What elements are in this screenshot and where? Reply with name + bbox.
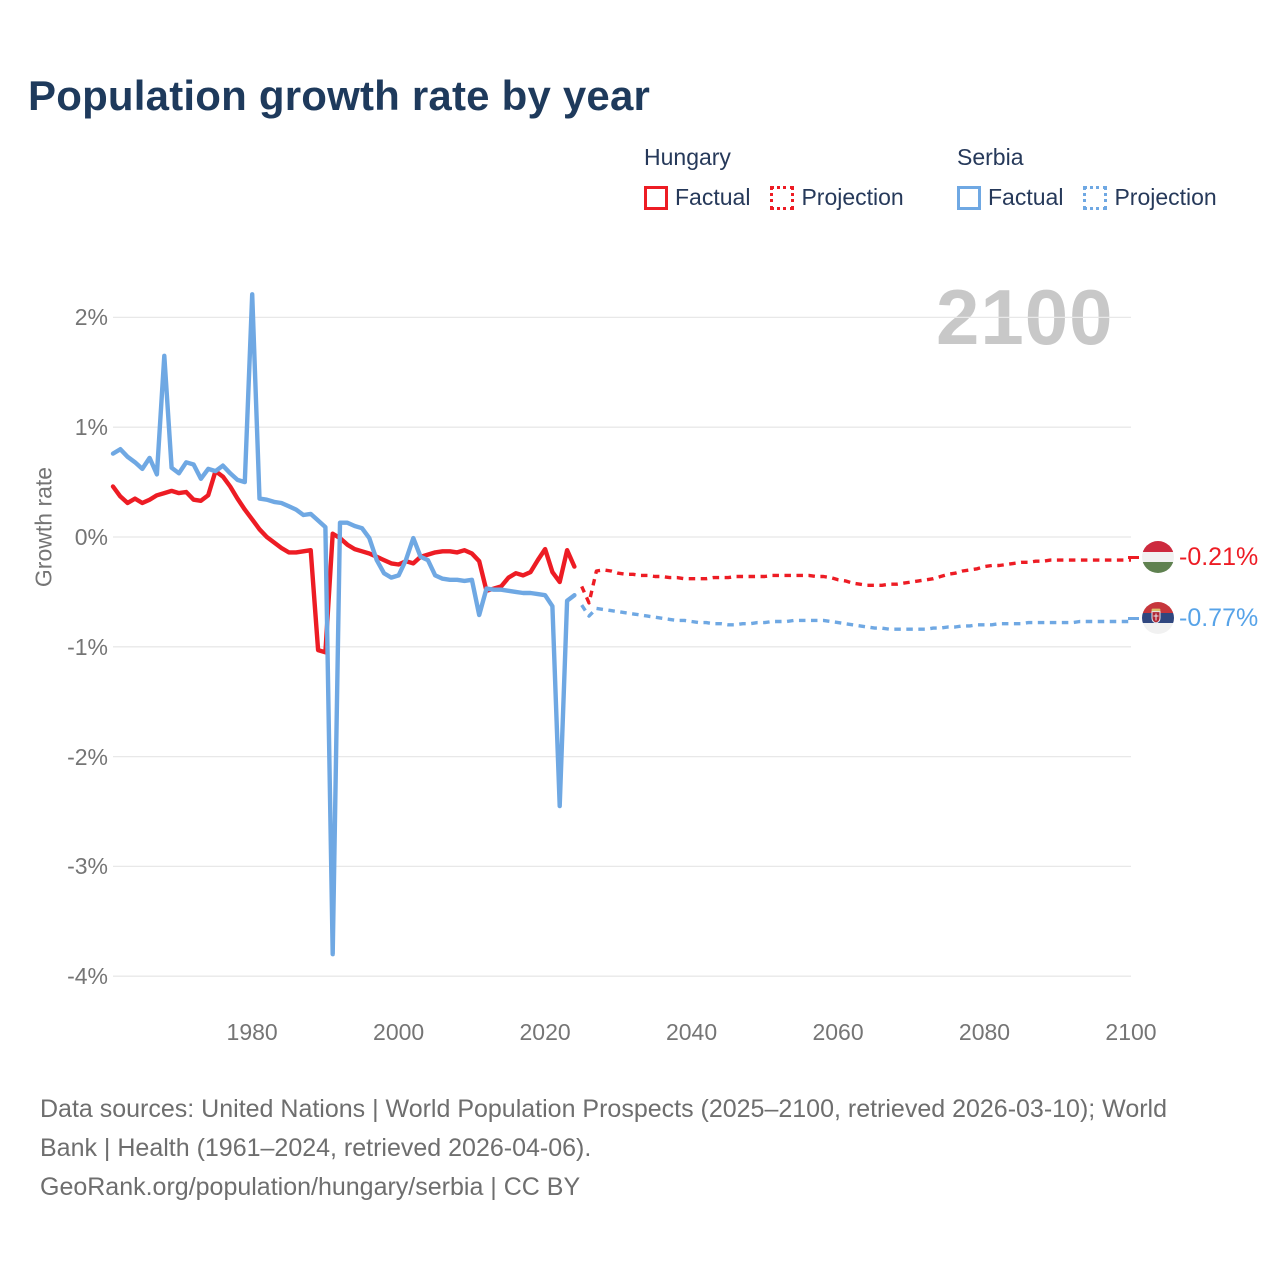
x-tick-label: 2080 (958, 1019, 1011, 1045)
legend-row-serbia: Factual Projection (957, 184, 1237, 211)
serbia-end-label: -0.77% (1128, 602, 1258, 634)
y-tick-label: -3% (67, 853, 108, 880)
serbia-flag-icon (1142, 602, 1174, 634)
hungary-end-label: -0.21% (1128, 541, 1258, 573)
x-tick-label: 2040 (665, 1019, 718, 1045)
y-tick-label: -1% (67, 633, 108, 660)
hungary-projection-line[interactable] (580, 558, 1131, 605)
x-tick-label: 2060 (812, 1019, 864, 1045)
footer: Data sources: United Nations | World Pop… (40, 1090, 1167, 1207)
serbia-end-value: -0.77% (1179, 603, 1259, 632)
legend-row-hungary: Factual Projection (644, 184, 924, 211)
legend-item-hungary-factual[interactable]: Factual (644, 184, 750, 211)
y-tick-label: 1% (74, 414, 108, 441)
legend-group-hungary: Hungary Factual Projection (644, 144, 924, 211)
x-tick-label: 2000 (373, 1019, 425, 1045)
legend-group-title-serbia: Serbia (957, 144, 1024, 170)
serbia-factual-line[interactable] (110, 292, 577, 957)
hungary-factual-line[interactable] (110, 468, 577, 655)
legend-item-label: Projection (1114, 184, 1217, 210)
x-tick-label: 1980 (226, 1019, 278, 1045)
solid-line-swatch-icon (957, 185, 981, 210)
legend-group-title-hungary: Hungary (644, 144, 731, 170)
footer-attribution: GeoRank.org/population/hungary/serbia | … (40, 1173, 581, 1201)
x-tick-label: 2100 (1105, 1019, 1157, 1045)
dotted-line-swatch-icon (770, 185, 795, 210)
y-tick-label: -2% (67, 743, 108, 770)
hungary-end-value: -0.21% (1179, 542, 1259, 571)
dotted-line-swatch-icon (1083, 185, 1108, 210)
legend-item-serbia-factual[interactable]: Factual (957, 184, 1063, 211)
legend-item-label: Projection (801, 184, 904, 210)
legend-item-label: Factual (988, 184, 1064, 210)
footer-sources-line2: Bank | Health (1961–2024, retrieved 2026… (40, 1134, 592, 1162)
y-tick-label: 2% (74, 304, 108, 331)
legend-item-label: Factual (675, 184, 751, 210)
page-title: Population growth rate by year (28, 72, 651, 119)
legend-item-serbia-projection[interactable]: Projection (1083, 184, 1217, 211)
x-tick-label: 2020 (519, 1019, 571, 1045)
y-tick-label: 0% (74, 524, 108, 550)
hungary-flag-icon (1142, 541, 1174, 573)
hungary-line-tail (1128, 555, 1139, 559)
serbia-projection-line[interactable] (580, 604, 1131, 631)
footer-sources-line1: Data sources: United Nations | World Pop… (40, 1095, 1168, 1123)
y-axis-title: Growth rate (30, 466, 57, 588)
legend-group-serbia: Serbia Factual Projection (957, 144, 1237, 211)
solid-line-swatch-icon (644, 185, 668, 210)
serbia-line-tail (1128, 616, 1139, 620)
legend-item-hungary-projection[interactable]: Projection (770, 184, 904, 211)
y-tick-label: -4% (67, 963, 108, 990)
